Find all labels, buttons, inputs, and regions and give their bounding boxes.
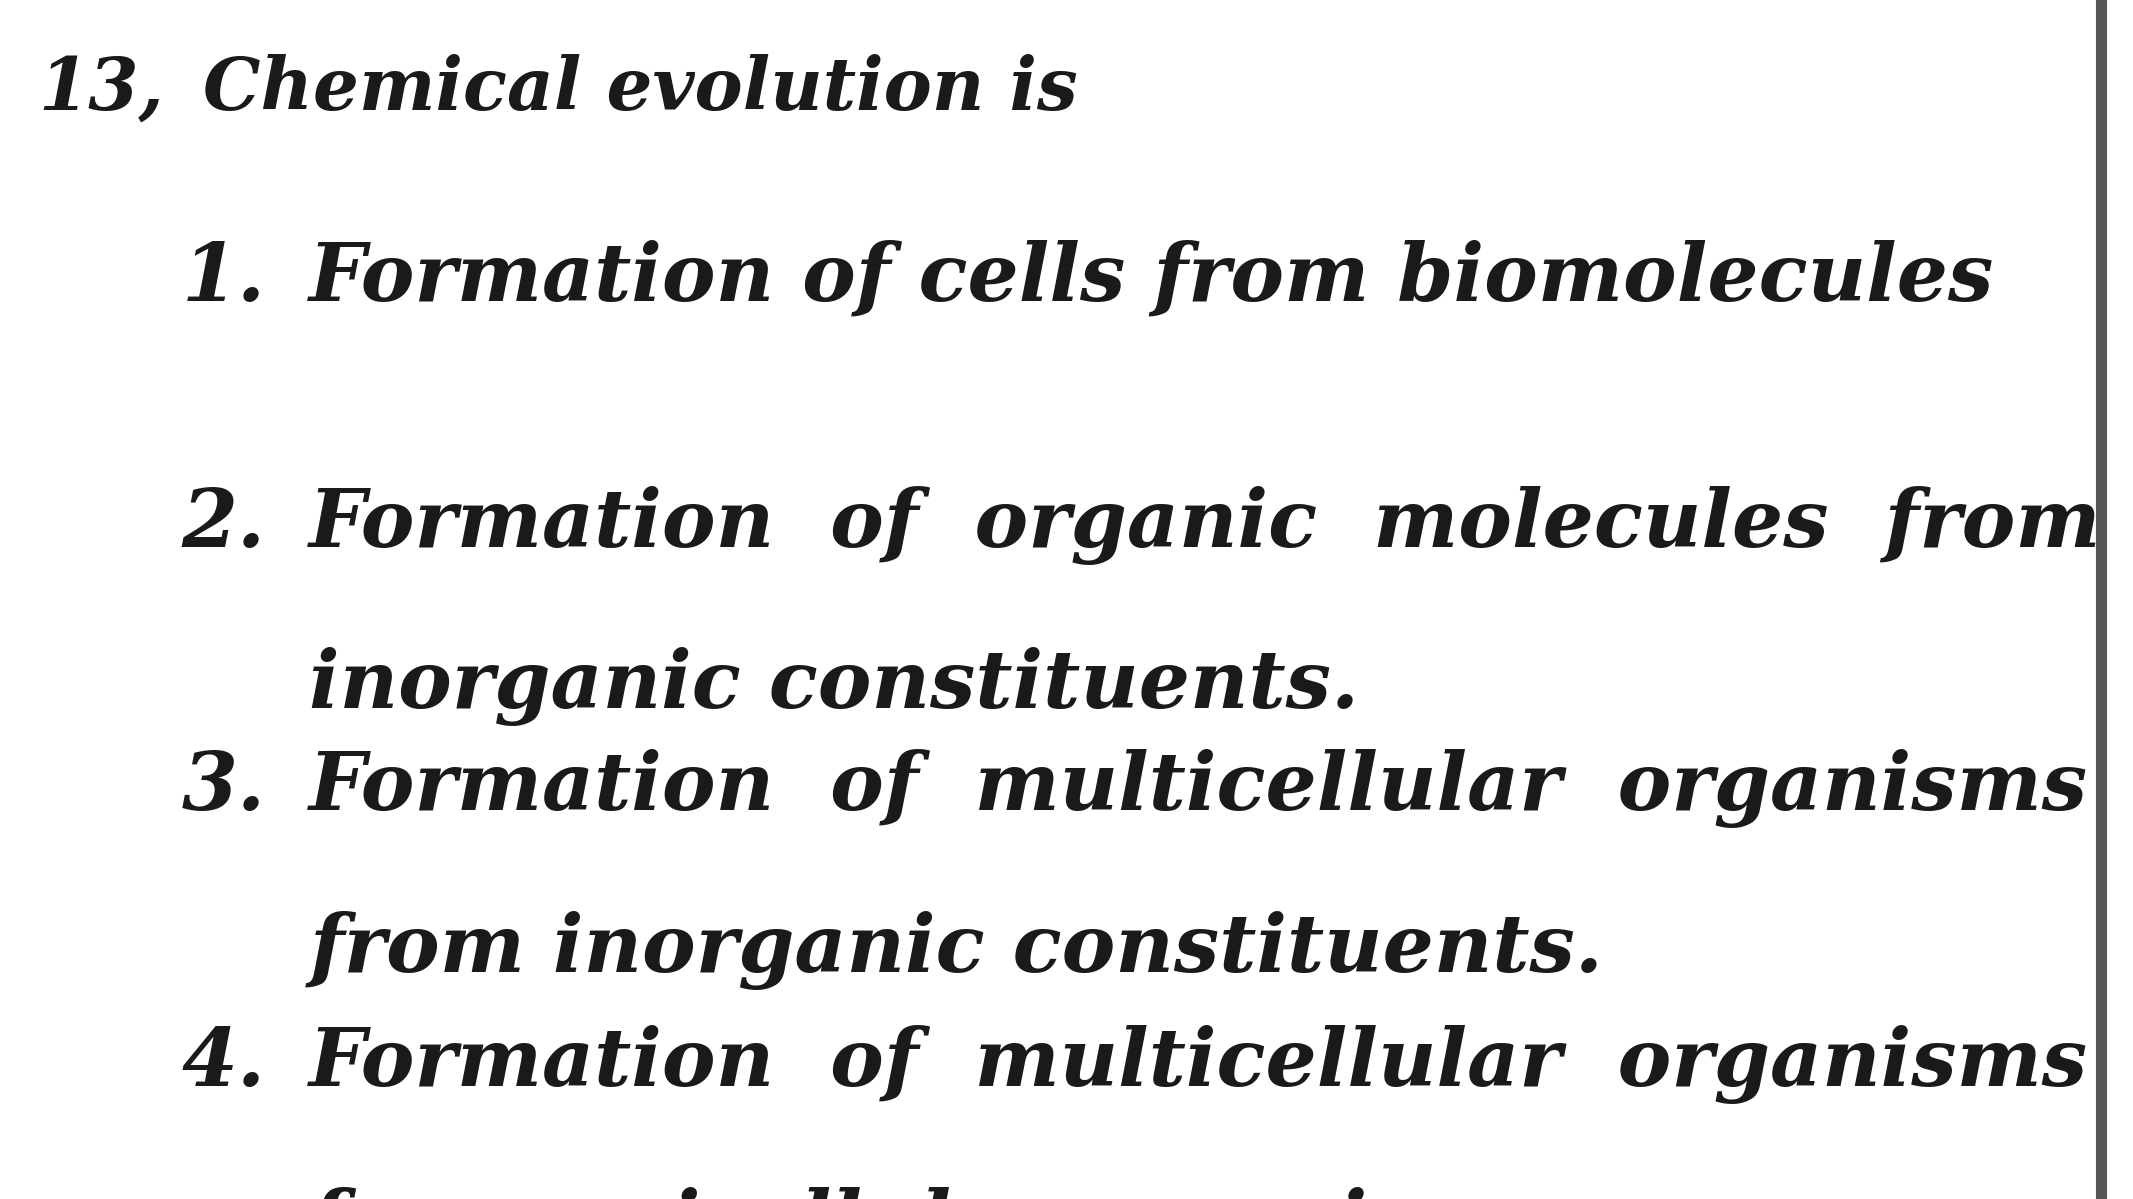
Text: Formation  of  multicellular  organisms: Formation of multicellular organisms	[309, 1025, 2088, 1104]
Text: from unicellular organisms.: from unicellular organisms.	[309, 1187, 1572, 1199]
Text: 3.: 3.	[181, 749, 264, 827]
Text: 13,: 13,	[38, 54, 164, 125]
Text: 2.: 2.	[181, 486, 264, 564]
Text: from inorganic constituents.: from inorganic constituents.	[309, 911, 1604, 990]
Text: Formation of cells from biomolecules: Formation of cells from biomolecules	[309, 240, 1994, 318]
Text: inorganic constituents.: inorganic constituents.	[309, 647, 1359, 727]
Text: Formation  of  multicellular  organisms: Formation of multicellular organisms	[309, 749, 2088, 829]
Text: Chemical evolution is: Chemical evolution is	[203, 54, 1077, 125]
Text: 4.: 4.	[181, 1025, 264, 1103]
Text: 1.: 1.	[181, 240, 264, 318]
Text: Formation  of  organic  molecules  from: Formation of organic molecules from	[309, 486, 2101, 565]
